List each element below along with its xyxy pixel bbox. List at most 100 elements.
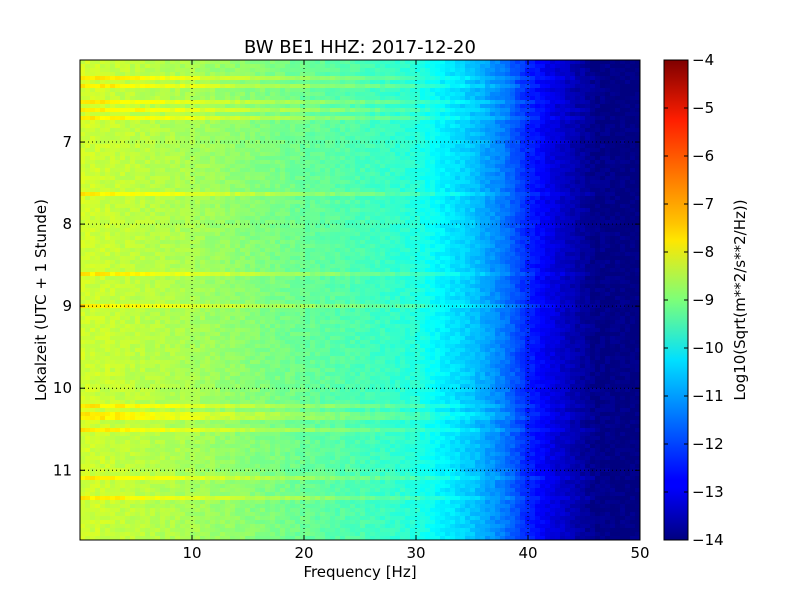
heatmap-cell xyxy=(255,124,261,129)
heatmap-cell xyxy=(280,68,286,73)
heatmap-cell xyxy=(165,60,171,65)
heatmap-cell xyxy=(250,92,256,97)
heatmap-cell xyxy=(235,108,241,113)
heatmap-cell xyxy=(445,88,451,93)
heatmap-cell xyxy=(245,160,251,165)
heatmap-cell xyxy=(100,104,106,109)
heatmap-cell xyxy=(495,232,501,237)
heatmap-cell xyxy=(470,212,476,217)
heatmap-cell xyxy=(100,188,106,193)
heatmap-cell xyxy=(580,68,586,73)
heatmap-cell xyxy=(195,148,201,153)
heatmap-cell xyxy=(620,88,626,93)
heatmap-cell xyxy=(125,236,131,241)
heatmap-cell xyxy=(600,196,606,201)
heatmap-cell xyxy=(255,184,261,189)
heatmap-cell xyxy=(245,148,251,153)
heatmap-cell xyxy=(150,104,156,109)
heatmap-cell xyxy=(545,104,551,109)
heatmap-cell xyxy=(430,88,436,93)
heatmap-cell xyxy=(350,88,356,93)
heatmap-cell xyxy=(265,108,271,113)
heatmap-cell xyxy=(295,100,301,105)
heatmap-cell xyxy=(635,68,640,73)
heatmap-cell xyxy=(165,76,171,81)
heatmap-cell xyxy=(175,68,181,73)
heatmap-cell xyxy=(115,144,121,149)
heatmap-cell xyxy=(405,180,411,185)
heatmap-cell xyxy=(315,80,321,85)
heatmap-cell xyxy=(455,224,461,229)
heatmap-cell xyxy=(500,128,506,133)
heatmap-cell xyxy=(125,76,131,81)
heatmap-cell xyxy=(175,184,181,189)
heatmap-cell xyxy=(305,60,311,65)
heatmap-cell xyxy=(495,156,501,161)
heatmap-cell xyxy=(150,88,156,93)
heatmap-cell xyxy=(575,92,581,97)
heatmap-cell xyxy=(625,96,631,101)
heatmap-cell xyxy=(125,232,131,237)
heatmap-cell xyxy=(425,212,431,217)
heatmap-cell xyxy=(520,156,526,161)
heatmap-cell xyxy=(285,224,291,229)
heatmap-cell xyxy=(420,232,426,237)
heatmap-cell xyxy=(495,136,501,141)
heatmap-cell xyxy=(620,232,626,237)
heatmap-cell xyxy=(205,184,211,189)
heatmap-cell xyxy=(260,204,266,209)
heatmap-cell xyxy=(170,96,176,101)
heatmap-cell xyxy=(205,144,211,149)
heatmap-cell xyxy=(335,152,341,157)
heatmap-cell xyxy=(135,144,141,149)
heatmap-cell xyxy=(545,108,551,113)
heatmap-cell xyxy=(215,88,221,93)
heatmap-cell xyxy=(635,112,640,117)
heatmap-cell xyxy=(205,128,211,133)
heatmap-cell xyxy=(100,160,106,165)
heatmap-cell xyxy=(570,84,576,89)
heatmap-cell xyxy=(335,124,341,129)
heatmap-cell xyxy=(540,60,546,65)
heatmap-cell xyxy=(375,168,381,173)
heatmap-cell xyxy=(625,140,631,145)
heatmap-cell xyxy=(370,176,376,181)
heatmap-cell xyxy=(450,228,456,233)
heatmap-cell xyxy=(260,92,266,97)
heatmap-cell xyxy=(270,124,276,129)
heatmap-cell xyxy=(610,68,616,73)
heatmap-cell xyxy=(370,92,376,97)
heatmap-cell xyxy=(570,216,576,221)
heatmap-cell xyxy=(270,64,276,69)
heatmap-cell xyxy=(95,216,101,221)
heatmap-cell xyxy=(320,88,326,93)
heatmap-cell xyxy=(630,168,636,173)
heatmap-cell xyxy=(520,100,526,105)
heatmap-cell xyxy=(230,148,236,153)
heatmap-cell xyxy=(420,92,426,97)
heatmap-cell xyxy=(325,120,331,125)
heatmap-cell xyxy=(530,124,536,129)
heatmap-cell xyxy=(235,140,241,145)
heatmap-cell xyxy=(295,128,301,133)
heatmap-cell xyxy=(575,116,581,121)
heatmap-cell xyxy=(440,92,446,97)
heatmap-cell xyxy=(320,68,326,73)
heatmap-cell xyxy=(615,140,621,145)
heatmap-cell xyxy=(485,60,491,65)
heatmap-cell xyxy=(425,196,431,201)
heatmap-cell xyxy=(265,128,271,133)
heatmap-cell xyxy=(625,104,631,109)
heatmap-cell xyxy=(615,76,621,81)
heatmap-cell xyxy=(135,200,141,205)
heatmap-cell xyxy=(245,116,251,121)
heatmap-cell xyxy=(395,204,401,209)
heatmap-cell xyxy=(135,72,141,77)
heatmap-cell xyxy=(210,84,216,89)
heatmap-cell xyxy=(400,180,406,185)
heatmap-cell xyxy=(190,216,196,221)
heatmap-cell xyxy=(435,208,441,213)
heatmap-cell xyxy=(555,228,561,233)
heatmap-cell xyxy=(585,188,591,193)
heatmap-cell xyxy=(605,172,611,177)
